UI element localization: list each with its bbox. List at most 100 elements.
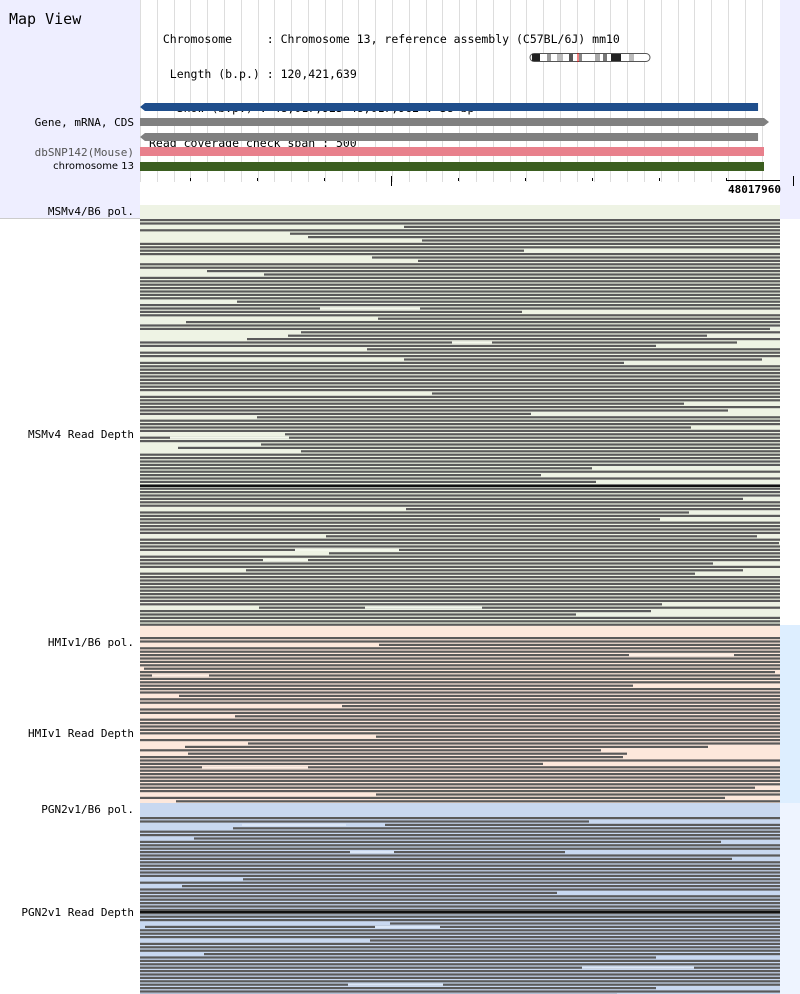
- msm-read: [140, 463, 780, 466]
- msm-read: [140, 344, 656, 347]
- grid-line: [610, 0, 611, 182]
- pgn-read: [140, 976, 780, 979]
- dbsnp-track-label: dbSNP142(Mouse): [34, 146, 134, 159]
- grid-line: [174, 0, 175, 182]
- msm-read: [140, 467, 592, 470]
- msm-read: [140, 501, 780, 504]
- grid-line: [762, 0, 763, 182]
- ruler-tick: [525, 178, 526, 181]
- grid-line: [694, 0, 695, 182]
- msm-read: [140, 365, 780, 368]
- grid-line: [627, 0, 628, 182]
- msm-read: [406, 508, 780, 511]
- msm-read: [140, 548, 780, 551]
- grid-line: [493, 0, 494, 182]
- hmi-read: [140, 779, 780, 782]
- pgn-read: [182, 885, 780, 888]
- msm-read: [140, 266, 780, 269]
- pgn-read-highlight: [140, 911, 780, 913]
- msm-read: [140, 538, 780, 541]
- msm-read: [326, 535, 757, 538]
- msm-read: [432, 392, 780, 395]
- pgn-read: [140, 820, 589, 823]
- pgn-read: [140, 840, 721, 843]
- msm-read-gap: [295, 548, 399, 551]
- msm-read: [259, 606, 780, 609]
- msm-read: [372, 256, 780, 259]
- pgn-read: [140, 929, 780, 932]
- pgn-read: [194, 837, 780, 840]
- chromosome-ideogram[interactable]: [529, 53, 651, 62]
- gene-track-blue[interactable]: [140, 101, 764, 113]
- msm-read: [140, 576, 780, 579]
- grid-line: [526, 0, 527, 182]
- msm-read: [140, 497, 743, 500]
- grid-line: [745, 0, 746, 182]
- msm-read: [140, 440, 780, 443]
- msm-read: [140, 555, 780, 558]
- pgn-read: [140, 949, 780, 952]
- msm-read: [140, 582, 780, 585]
- pgn-read: [140, 973, 780, 976]
- pgn-read: [385, 823, 780, 826]
- grid-line: [459, 0, 460, 182]
- msm-read: [140, 372, 780, 375]
- msm-read: [288, 334, 707, 337]
- pgn-read: [140, 817, 780, 820]
- hmi-pol-label: HMIv1/B6 pol.: [47, 636, 134, 649]
- hmi-read: [140, 681, 780, 684]
- msm-read: [140, 310, 522, 313]
- msm-read: [140, 429, 780, 432]
- hmi-read: [140, 664, 780, 667]
- hmi-read: [140, 796, 725, 799]
- msm-read: [140, 426, 691, 429]
- grid-line: [274, 0, 275, 182]
- ruler-tick: [659, 178, 660, 181]
- grid-line: [409, 0, 410, 182]
- msm-read: [261, 443, 780, 446]
- chromosome-row: Chromosome : Chromosome 13, reference as…: [162, 32, 620, 46]
- grid-line: [728, 0, 729, 182]
- pgn-read: [140, 936, 780, 939]
- read-alignment-panel[interactable]: [140, 205, 800, 994]
- msm-read: [140, 579, 780, 582]
- msm-read-gap: [320, 307, 420, 310]
- pgn-read: [140, 919, 780, 922]
- page-title: Map View: [9, 10, 82, 28]
- chromosome-track[interactable]: [140, 162, 764, 171]
- grid-line: [375, 0, 376, 182]
- pgn-read: [140, 905, 780, 908]
- hmi-read: [140, 691, 780, 694]
- gene-track-mrna[interactable]: [140, 116, 772, 128]
- msm-read: [140, 423, 780, 426]
- pgn-read: [370, 939, 780, 942]
- gene-track-cds[interactable]: [140, 131, 764, 143]
- msm-read: [140, 327, 770, 330]
- msm-read: [247, 338, 780, 341]
- msm-read: [140, 368, 780, 371]
- msm-read: [140, 599, 780, 602]
- grid-line: [442, 0, 443, 182]
- pgn-read: [140, 987, 656, 990]
- msm-read: [308, 236, 780, 239]
- hmi-read: [140, 671, 775, 674]
- hmi-read: [140, 657, 780, 660]
- pgn-read: [140, 959, 780, 962]
- grid-line: [358, 0, 359, 182]
- hmi-read: [140, 718, 780, 721]
- msm-read: [140, 470, 780, 473]
- msm-read: [140, 219, 780, 222]
- hmi-read: [144, 667, 780, 670]
- msm-read: [285, 433, 780, 436]
- pgn-read: [140, 834, 780, 837]
- hmi-read: [140, 701, 780, 704]
- pgn-read: [140, 868, 780, 871]
- msm-read: [140, 222, 780, 225]
- msm-read: [140, 242, 780, 245]
- hmi-read: [235, 715, 780, 718]
- msm-read: [140, 246, 780, 249]
- hmi-read: [140, 759, 780, 762]
- dbsnp-track[interactable]: [140, 147, 764, 156]
- msm-read: [140, 280, 780, 283]
- grid-line: [325, 0, 326, 182]
